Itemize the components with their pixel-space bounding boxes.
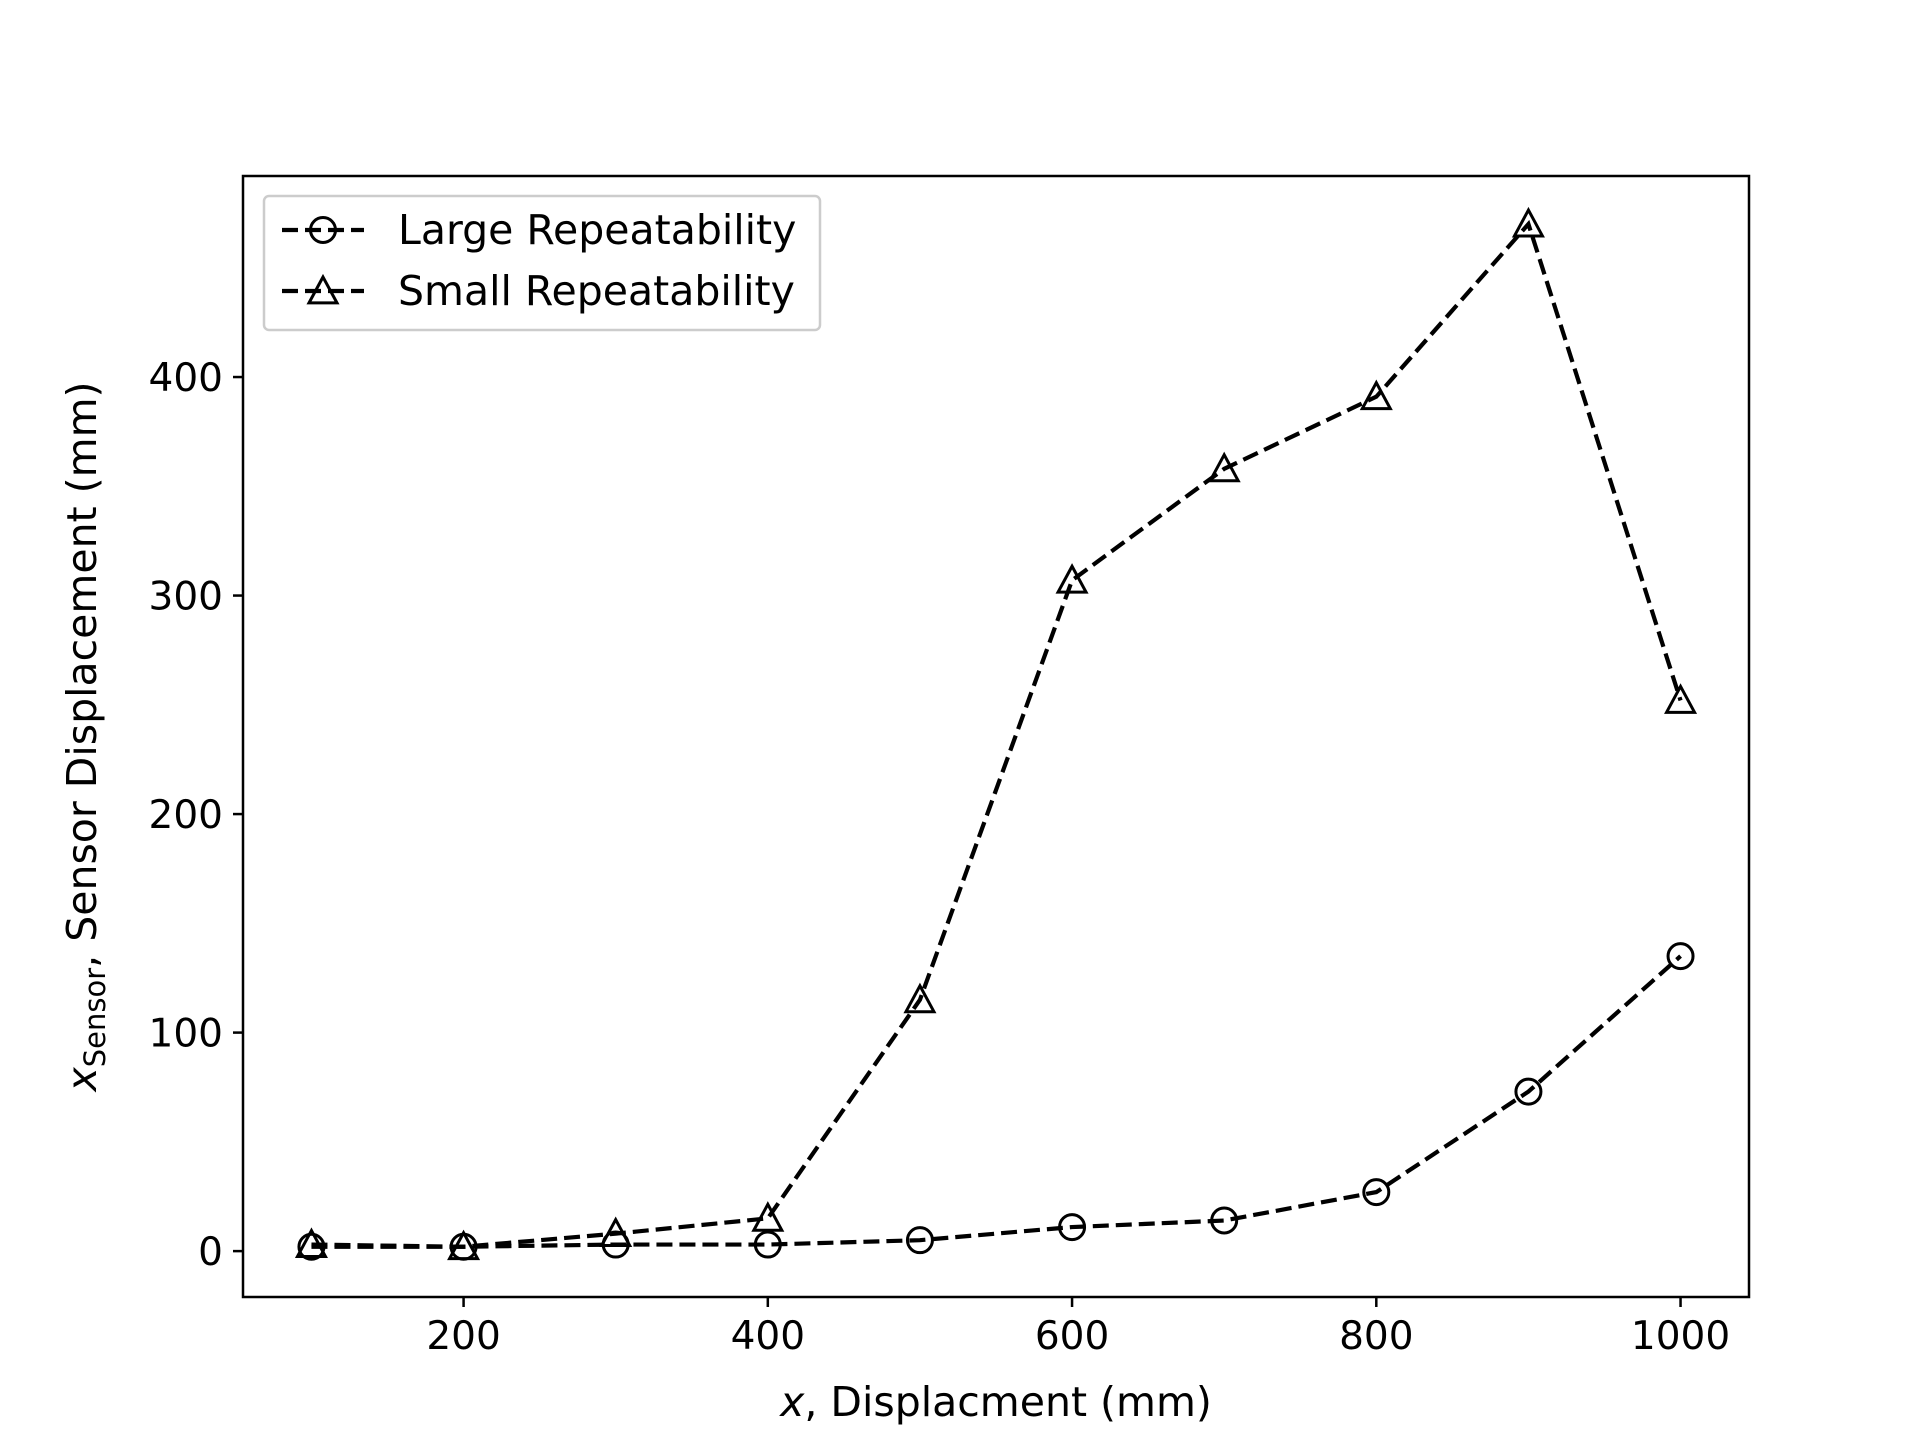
series-layer xyxy=(294,206,1698,1261)
legend-marker xyxy=(306,273,340,305)
data-point xyxy=(1664,683,1698,714)
data-point xyxy=(1210,1206,1239,1235)
y-axis: 0 100 200 300 400 xyxy=(149,356,243,1275)
legend-entry: Large Repeatability xyxy=(282,206,796,254)
data-point xyxy=(903,982,937,1014)
data-point xyxy=(447,1229,481,1261)
data-point xyxy=(753,1230,782,1259)
y-tick-label: 300 xyxy=(149,575,223,620)
legend: Large Repeatability Small Repeatability xyxy=(262,194,822,332)
data-point xyxy=(751,1201,785,1232)
x-axis-label: x, Displacment (mm) xyxy=(778,1378,1212,1426)
data-point xyxy=(905,1226,934,1255)
data-point xyxy=(294,1227,328,1258)
x-tick-label: 400 xyxy=(731,1314,805,1359)
x-axis: 200 400 600 800 1000 xyxy=(426,1297,1730,1359)
x-tick-label: 600 xyxy=(1035,1314,1109,1359)
legend-label: Large Repeatability xyxy=(398,206,796,254)
data-point xyxy=(1514,1077,1543,1106)
data-point xyxy=(1207,451,1241,483)
plot-frame xyxy=(241,174,1751,1299)
x-tick-label: 200 xyxy=(426,1314,500,1359)
y-tick-label: 0 xyxy=(198,1230,223,1275)
data-point xyxy=(1055,563,1089,594)
legend-entry: Small Repeatability xyxy=(282,267,795,315)
y-tick-label: 100 xyxy=(149,1012,223,1057)
x-tick-label: 800 xyxy=(1339,1314,1413,1359)
data-point xyxy=(1666,942,1695,971)
legend-marker xyxy=(309,216,337,244)
series-line xyxy=(311,954,1682,1249)
legend-box xyxy=(262,194,822,332)
series-small-repeatability xyxy=(294,206,1698,1261)
legend-label: Small Repeatability xyxy=(398,267,795,315)
data-point xyxy=(1362,1178,1391,1207)
series-line xyxy=(311,219,1683,1249)
data-point xyxy=(1359,379,1393,411)
data-point xyxy=(599,1216,633,1248)
data-point xyxy=(1511,206,1545,238)
x-tick-label: 1000 xyxy=(1631,1314,1730,1359)
y-axis-label: xSensor, Sensor Displacement (mm) xyxy=(58,381,112,1093)
data-point xyxy=(1058,1213,1087,1242)
y-tick-label: 400 xyxy=(149,356,223,401)
y-tick-label: 200 xyxy=(149,793,223,838)
